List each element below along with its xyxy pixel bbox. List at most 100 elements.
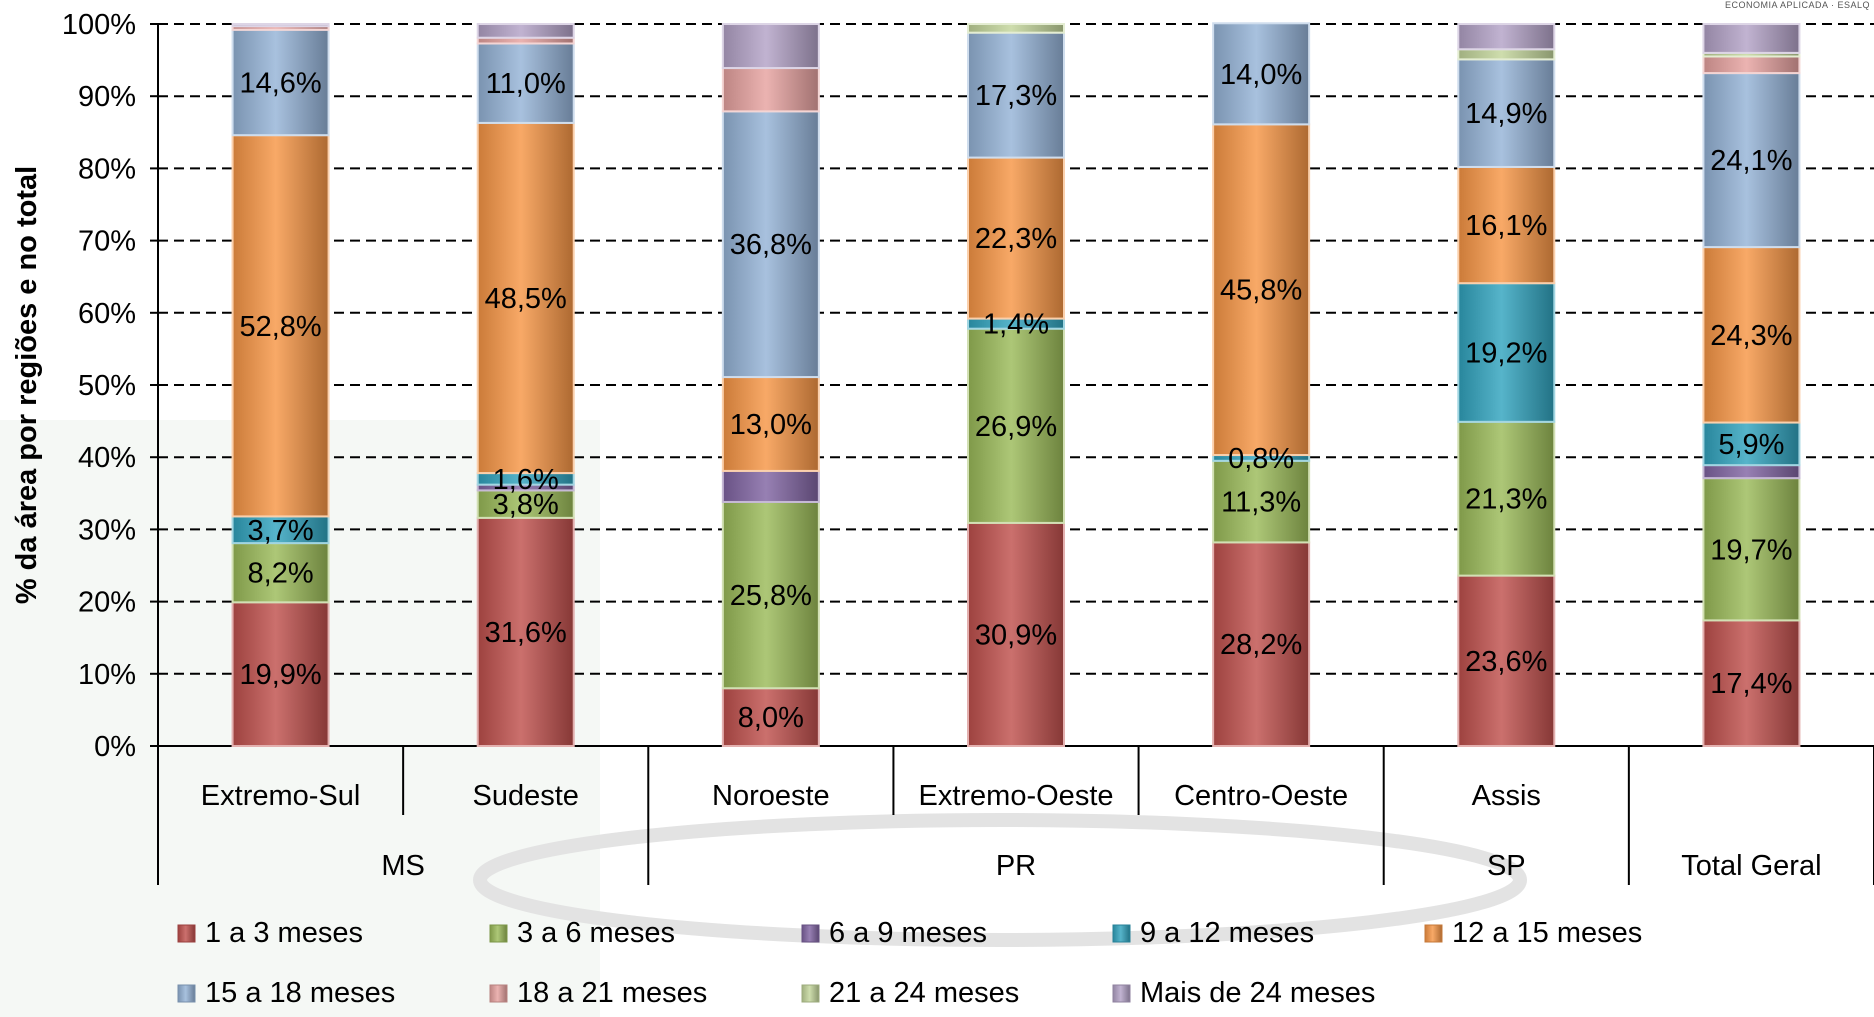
data-label: 24,3%: [1710, 320, 1792, 352]
data-label: 5,9%: [1718, 429, 1784, 461]
data-label: 30,9%: [975, 619, 1057, 651]
bar-segment: [476, 23, 575, 39]
bar-segment: [721, 500, 820, 690]
bar-segment: [476, 489, 575, 519]
data-label: 14,0%: [1220, 59, 1302, 91]
data-label: 25,8%: [730, 580, 812, 612]
bar-segment: [1457, 420, 1556, 577]
y-tick-label: 30%: [78, 514, 136, 546]
data-label: 17,4%: [1710, 668, 1792, 700]
data-label: 22,3%: [975, 223, 1057, 255]
bar-segment: [1212, 459, 1311, 544]
legend-swatch: [1112, 924, 1131, 943]
data-label: 24,1%: [1710, 145, 1792, 177]
x-group-label: MS: [381, 850, 425, 882]
x-group-label: SP: [1487, 850, 1526, 882]
brand-watermark: ECONOMIA APLICADA · ESALQ: [1724, 0, 1870, 10]
data-label: 1,4%: [983, 309, 1049, 341]
data-label: 26,9%: [975, 411, 1057, 443]
legend-label: 21 a 24 meses: [829, 977, 1019, 1009]
bar-segment: [1702, 421, 1801, 467]
bar-segment: [721, 67, 820, 113]
x-category-label: Extremo-Sul: [201, 780, 361, 812]
y-tick-label: 20%: [78, 587, 136, 619]
data-label: 14,9%: [1465, 98, 1547, 130]
y-tick-label: 40%: [78, 442, 136, 474]
x-group-label: PR: [996, 850, 1036, 882]
bar-segment: [721, 376, 820, 472]
bar-segment: [231, 134, 330, 518]
bar-segment: [1702, 72, 1801, 249]
data-label: 45,8%: [1220, 275, 1302, 307]
bar-segment: [231, 542, 330, 604]
data-label: 19,7%: [1710, 534, 1792, 566]
bar-segment: [967, 521, 1065, 747]
bar-segment: [476, 121, 575, 475]
bar-segment: [721, 110, 820, 379]
legend-swatch: [177, 984, 196, 1003]
legend-label: 6 a 9 meses: [829, 917, 987, 949]
data-label: 0,8%: [1228, 443, 1294, 475]
data-label: 52,8%: [239, 311, 321, 343]
bar-segment: [231, 515, 330, 545]
data-label: 16,1%: [1465, 210, 1547, 242]
bar-segment: [721, 23, 820, 70]
x-category-label: Extremo-Oeste: [919, 780, 1114, 812]
bar-segment: [1457, 23, 1556, 51]
y-tick-label: 70%: [78, 226, 136, 258]
data-label: 8,2%: [248, 558, 314, 590]
legend-swatch: [489, 984, 508, 1003]
data-label: 36,8%: [730, 229, 812, 261]
bar-segment: [1212, 22, 1311, 126]
data-label: 1,6%: [493, 464, 559, 496]
legend-swatch: [489, 924, 508, 943]
legend-label: 3 a 6 meses: [517, 917, 675, 949]
bar-segment: [1457, 574, 1556, 747]
legend-label: 12 a 15 meses: [1452, 917, 1642, 949]
legend-label: 18 a 21 meses: [517, 977, 707, 1009]
y-tick-label: 10%: [78, 659, 136, 691]
y-axis-title: % da área por regiões e no total: [11, 166, 43, 604]
legend-label: 15 a 18 meses: [205, 977, 395, 1009]
legend-swatch: [1424, 924, 1443, 943]
data-label: 14,6%: [239, 67, 321, 99]
bar-segment: [1702, 23, 1801, 54]
data-label: 48,5%: [485, 283, 567, 315]
data-label: 23,6%: [1465, 646, 1547, 678]
data-label: 3,8%: [493, 489, 559, 521]
bar-segment: [231, 28, 330, 137]
x-category-label: Sudeste: [473, 780, 579, 812]
data-label: 13,0%: [730, 409, 812, 441]
legend-swatch: [801, 924, 820, 943]
legend-label: Mais de 24 meses: [1140, 977, 1375, 1009]
data-label: 28,2%: [1220, 629, 1302, 661]
background-swoosh: [473, 813, 1527, 947]
bar-segment: [476, 42, 575, 124]
data-label: 19,9%: [239, 659, 321, 691]
data-label: 3,7%: [248, 515, 314, 547]
legend-label: 1 a 3 meses: [205, 917, 363, 949]
x-group-label: Total Geral: [1681, 850, 1821, 882]
bar-segment: [967, 327, 1065, 524]
legend-swatch: [801, 984, 820, 1003]
legend-swatch: [177, 924, 196, 943]
data-label: 19,2%: [1465, 338, 1547, 370]
bar-segment: [1702, 246, 1801, 424]
bar-segment: [1457, 48, 1556, 61]
bar-segment: [721, 469, 820, 503]
x-category-label: Centro-Oeste: [1174, 780, 1348, 812]
y-tick-label: 100%: [62, 9, 136, 41]
x-category-label: Assis: [1472, 780, 1541, 812]
bar-segment: [476, 516, 575, 748]
bar-segment: [1702, 619, 1801, 748]
x-category-label: Noroeste: [712, 780, 830, 812]
data-label: 8,0%: [738, 702, 804, 734]
y-tick-label: 0%: [94, 731, 136, 763]
data-label: 31,6%: [485, 617, 567, 649]
y-tick-label: 50%: [78, 370, 136, 402]
data-label: 21,3%: [1465, 484, 1547, 516]
data-label: 11,3%: [1221, 487, 1301, 519]
bar-segment: [967, 23, 1065, 34]
legend-label: 9 a 12 meses: [1140, 917, 1314, 949]
